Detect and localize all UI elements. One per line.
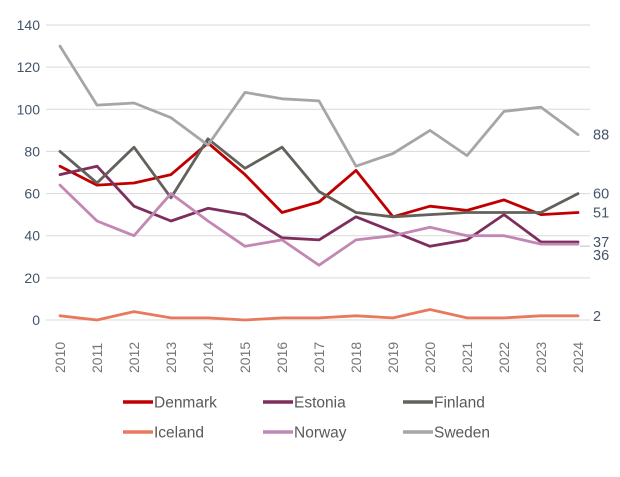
x-axis-tick-label: 2019 <box>385 342 401 373</box>
denmark-line <box>58 141 580 219</box>
legend-item-finland: Finland <box>403 395 485 412</box>
legend-item-estonia: Estonia <box>263 395 346 412</box>
end-value-label-sweden: 88 <box>593 128 609 144</box>
legend-item-iceland: Iceland <box>123 425 204 442</box>
legend-label-finland: Finland <box>434 395 485 412</box>
x-axis-tick-label: 2020 <box>422 342 438 373</box>
end-value-label-norway: 36 <box>593 248 609 264</box>
legend-label-denmark: Denmark <box>154 395 217 412</box>
y-axis-tick-label: 0 <box>32 312 40 328</box>
end-value-label-iceland: 2 <box>593 309 601 325</box>
y-axis-tick-label: 100 <box>17 101 41 117</box>
x-axis-tick-label: 2013 <box>163 342 179 373</box>
end-value-label-finland: 60 <box>593 187 609 203</box>
estonia-line <box>58 164 580 248</box>
sweden-line <box>58 44 580 168</box>
x-axis-tick-label: 2022 <box>496 342 512 373</box>
norway-line <box>58 183 580 267</box>
x-axis-tick-label: 2010 <box>52 342 68 373</box>
x-axis-tick-label: 2017 <box>311 342 327 373</box>
legend-label-sweden: Sweden <box>434 425 490 442</box>
legend-label-norway: Norway <box>294 425 347 442</box>
x-axis-tick-label: 2018 <box>348 342 364 373</box>
x-axis-tick-label: 2016 <box>274 342 290 373</box>
x-axis-tick-label: 2011 <box>89 343 105 373</box>
y-axis-tick-label: 20 <box>24 270 40 286</box>
x-axis-tick-label: 2024 <box>570 342 586 373</box>
y-axis-tick-label: 40 <box>24 228 40 244</box>
end-value-label-denmark: 51 <box>593 206 609 222</box>
y-axis-tick-label: 140 <box>17 17 41 33</box>
x-axis-tick-label: 2015 <box>237 342 253 373</box>
y-axis-tick-label: 80 <box>24 143 40 159</box>
y-axis-tick-label: 60 <box>24 186 40 202</box>
legend-label-estonia: Estonia <box>294 395 346 412</box>
end-value-label-estonia: 37 <box>593 235 609 251</box>
x-axis-tick-label: 2012 <box>126 342 142 373</box>
finland-line <box>58 137 580 219</box>
iceland-line <box>58 308 580 322</box>
legend-item-norway: Norway <box>263 425 347 442</box>
x-axis-tick-label: 2023 <box>533 342 549 373</box>
y-axis-tick-label: 120 <box>17 59 41 75</box>
legend-item-sweden: Sweden <box>403 425 490 442</box>
x-axis-tick-label: 2021 <box>459 342 475 373</box>
legend-label-iceland: Iceland <box>154 425 204 442</box>
x-axis-tick-label: 2014 <box>200 342 216 373</box>
legend-item-denmark: Denmark <box>123 395 217 412</box>
